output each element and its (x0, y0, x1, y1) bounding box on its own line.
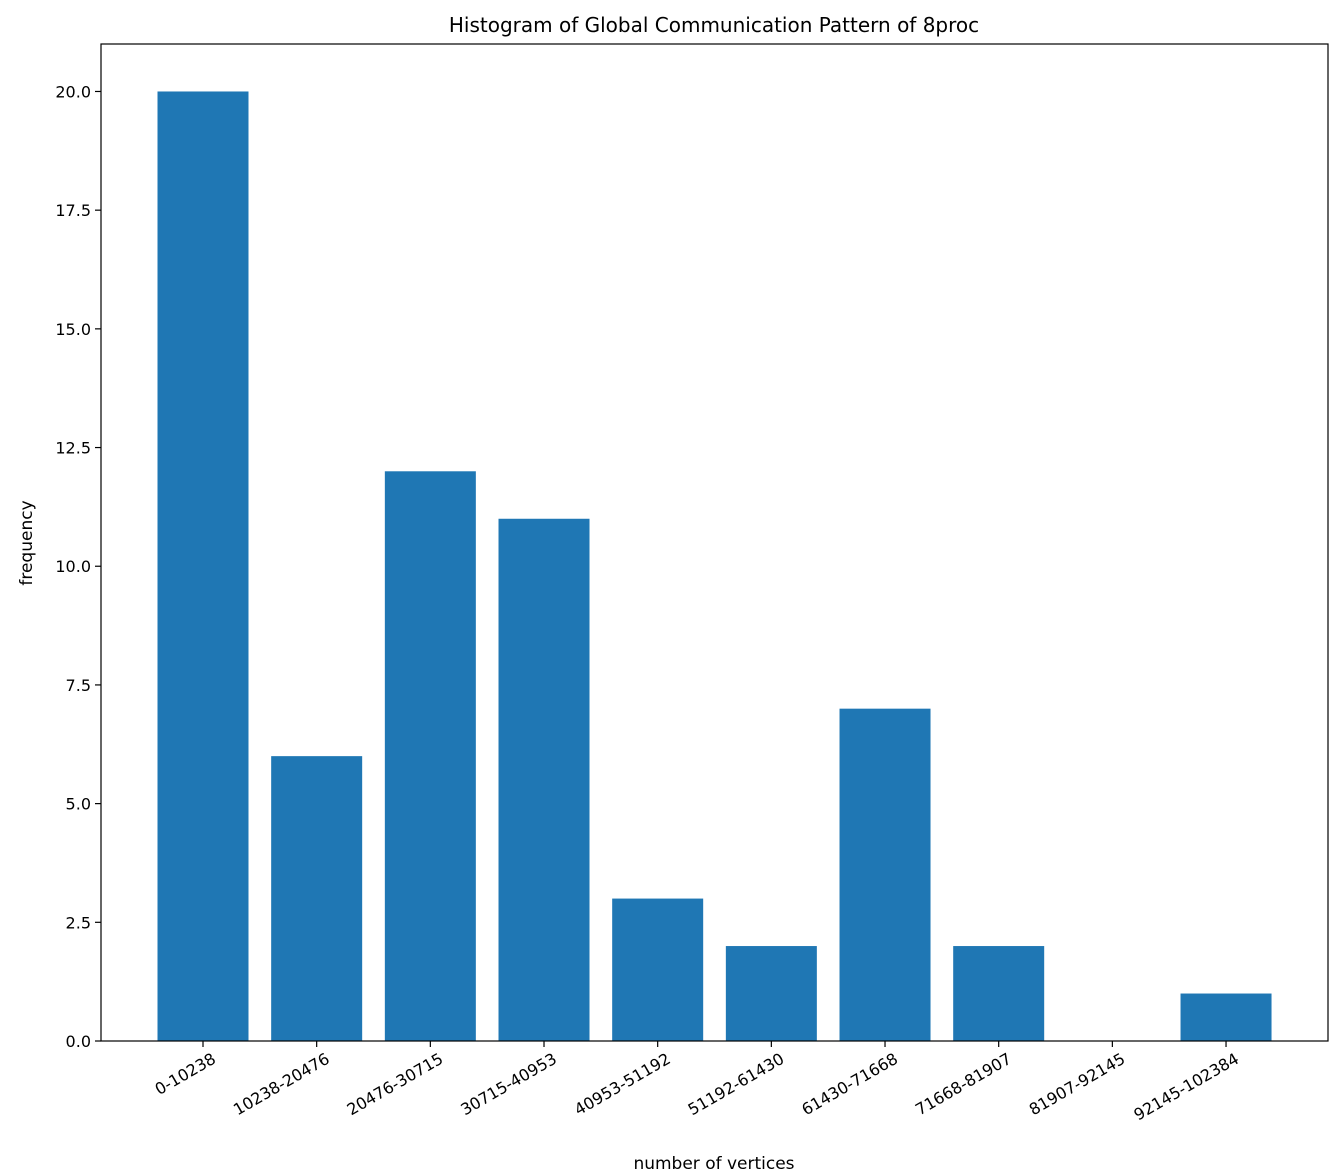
y-tick-label: 17.5 (55, 201, 91, 220)
x-tick-label: 61430-71668 (798, 1049, 901, 1119)
bar-71668-81907 (953, 946, 1045, 1041)
bar-20476-30715 (384, 471, 476, 1041)
bar-61430-71668 (839, 708, 931, 1041)
x-tick-label: 20476-30715 (344, 1049, 447, 1119)
x-tick-label: 51192-61430 (685, 1049, 788, 1119)
y-tick-label: 7.5 (66, 676, 91, 695)
x-tick-label: 30715-40953 (457, 1049, 560, 1119)
x-tick-label: 40953-51192 (571, 1049, 674, 1119)
bar-10238-20476 (271, 756, 363, 1041)
x-tick-label: 81907-92145 (1026, 1049, 1129, 1119)
x-tick-label: 71668-81907 (912, 1049, 1015, 1119)
bar-0-10238 (157, 91, 249, 1041)
bars (157, 91, 1272, 1041)
x-axis-label: number of vertices (633, 1154, 794, 1174)
y-tick-label: 2.5 (66, 913, 91, 932)
x-tick-label: 92145-102384 (1131, 1049, 1242, 1124)
x-tick-label: 0-10238 (152, 1049, 219, 1099)
chart-title: Histogram of Global Communication Patter… (449, 13, 979, 37)
y-tick-label: 15.0 (55, 320, 91, 339)
bar-92145-102384 (1180, 993, 1272, 1041)
y-axis-label: frequency (17, 500, 37, 585)
plot-frame (100, 43, 1329, 1042)
y-tick-label: 5.0 (66, 795, 91, 814)
y-tick-label: 0.0 (66, 1032, 91, 1051)
y-axis-ticks: 0.0 2.5 5.0 7.5 10.0 12.5 15.0 17.5 20.0 (55, 82, 101, 1051)
y-tick-label: 20.0 (55, 82, 91, 101)
bar-40953-51192 (612, 898, 704, 1041)
x-tick-label: 10238-20476 (230, 1049, 333, 1119)
x-axis-ticks: 0-10238 10238-20476 20476-30715 30715-40953… (152, 1041, 1242, 1124)
y-tick-label: 10.0 (55, 557, 91, 576)
bar-51192-61430 (725, 946, 817, 1041)
y-tick-label: 12.5 (55, 439, 91, 458)
bar-30715-40953 (498, 518, 590, 1041)
